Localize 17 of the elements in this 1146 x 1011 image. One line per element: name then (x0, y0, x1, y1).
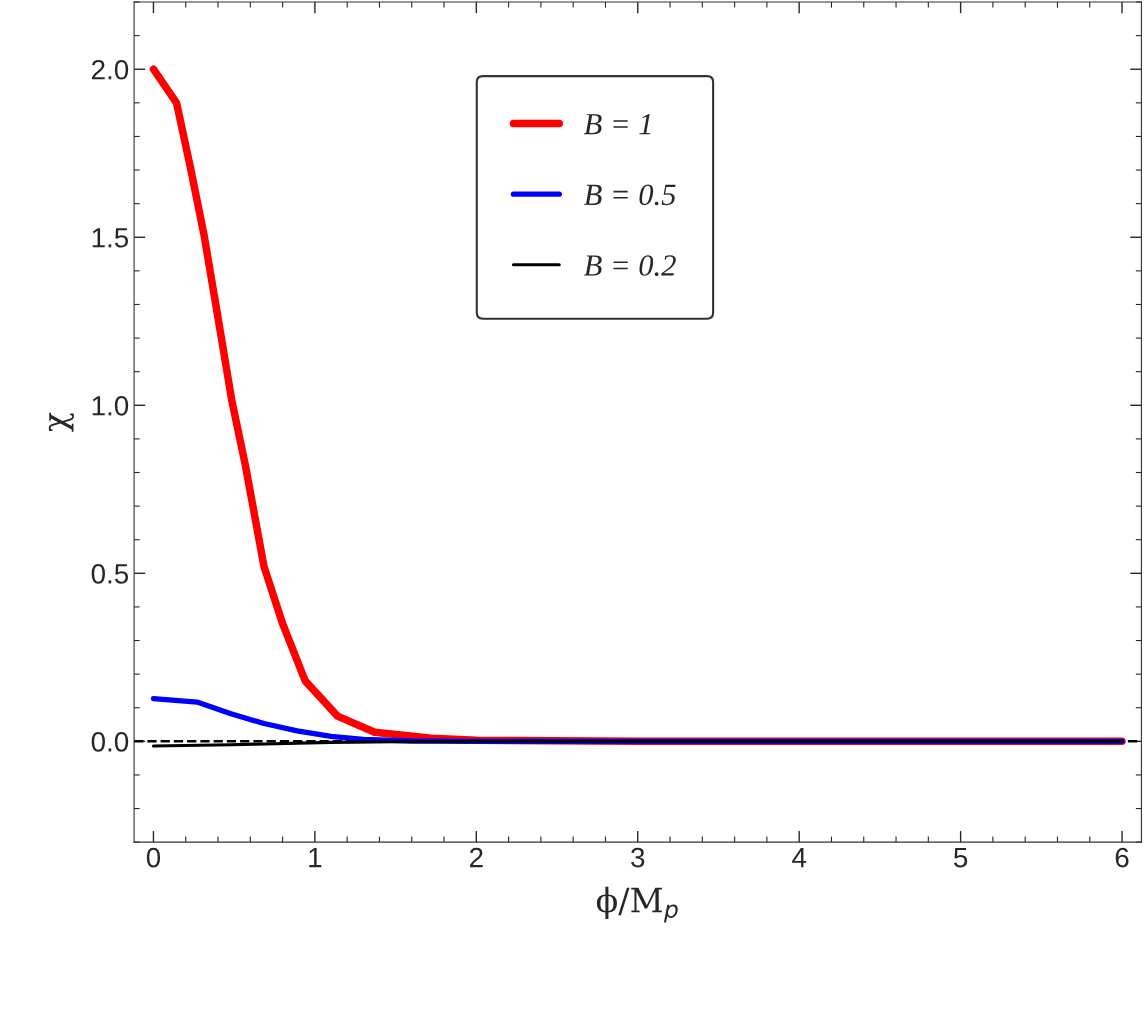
x-tick-label: 3 (631, 847, 645, 868)
x-tick-label: 6 (1115, 847, 1129, 868)
y-axis-title: χ (48, 412, 74, 432)
y-tick-label: 2.0 (92, 59, 129, 80)
x-tick-label: 0 (146, 847, 161, 868)
x-axis-title: ϕ/M$_{p}$ (596, 886, 678, 923)
x-tick-label: 1 (309, 848, 322, 868)
x-tick-label: 2 (469, 847, 483, 868)
y-tick-label: 1.0 (92, 395, 129, 416)
legend-label: B = 0.2 (583, 255, 676, 276)
legend-label: B = 0.5 (583, 184, 676, 206)
legend-label: B = 1 (583, 113, 651, 135)
y-tick-label: 0.5 (91, 563, 129, 584)
x-tick-label: 4 (792, 848, 807, 868)
y-tick-label: 0.0 (91, 732, 129, 752)
y-tick-label: 1.5 (92, 228, 129, 248)
x-tick-label: 5 (954, 848, 968, 868)
